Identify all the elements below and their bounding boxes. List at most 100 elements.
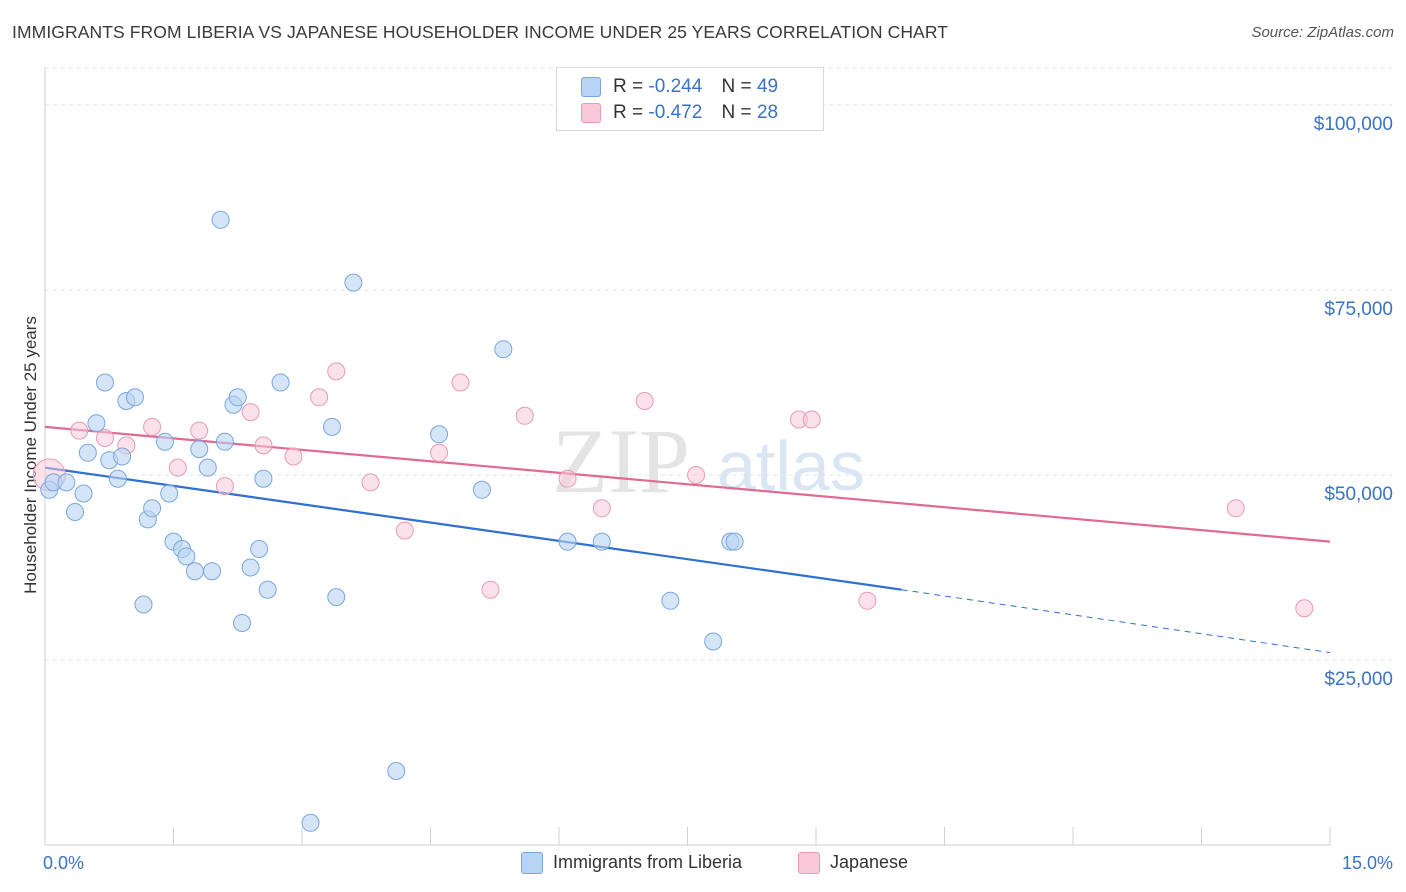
point-japanese bbox=[254, 436, 273, 455]
point-liberia bbox=[271, 373, 290, 392]
point-liberia bbox=[725, 532, 744, 551]
point-liberia bbox=[160, 484, 179, 503]
watermark-zip: ZIP bbox=[552, 410, 690, 512]
point-liberia bbox=[327, 588, 346, 607]
point-liberia bbox=[143, 499, 162, 518]
legend-swatch-japanese bbox=[581, 102, 601, 123]
legend-swatch-liberia bbox=[581, 76, 601, 97]
point-japanese bbox=[284, 447, 303, 466]
point-japanese bbox=[481, 580, 500, 599]
x-tick-label-max: 15.0% bbox=[1342, 853, 1393, 873]
chart-title: IMMIGRANTS FROM LIBERIA VS JAPANESE HOUS… bbox=[12, 22, 949, 42]
point-japanese bbox=[1226, 499, 1245, 518]
point-liberia bbox=[322, 417, 341, 436]
point-liberia bbox=[228, 388, 247, 407]
series-label-japanese: Japanese bbox=[830, 852, 909, 872]
trend-line-liberia-extension bbox=[901, 589, 1331, 654]
point-liberia bbox=[254, 469, 273, 488]
trend-line-liberia bbox=[44, 466, 902, 591]
legend-r-value: -0.244 bbox=[648, 76, 703, 97]
watermark-atlas: atlas bbox=[717, 427, 865, 505]
source-credit: Source: ZipAtlas.com bbox=[1251, 24, 1394, 41]
point-liberia bbox=[430, 425, 449, 444]
x-tick-label-min: 0.0% bbox=[43, 853, 84, 873]
legend-n-value: 28 bbox=[756, 102, 779, 123]
y-tick-label: $50,000 bbox=[1324, 484, 1393, 505]
point-liberia bbox=[250, 540, 269, 558]
legend-row-japanese: R = -0.472 N = 28 bbox=[581, 102, 778, 126]
y-tick-label: $100,000 bbox=[1314, 114, 1393, 135]
point-japanese bbox=[241, 403, 260, 422]
point-liberia bbox=[494, 340, 513, 359]
point-liberia bbox=[301, 813, 320, 832]
watermark: ZIP atlas bbox=[552, 410, 865, 512]
point-japanese bbox=[451, 373, 470, 392]
point-liberia bbox=[661, 591, 680, 610]
data-points bbox=[32, 210, 1314, 832]
point-liberia bbox=[95, 373, 114, 392]
point-liberia bbox=[177, 547, 196, 566]
point-japanese bbox=[858, 591, 877, 610]
point-japanese bbox=[361, 473, 380, 492]
point-liberia bbox=[87, 414, 106, 433]
y-tick-label: $25,000 bbox=[1324, 669, 1393, 690]
point-liberia bbox=[65, 503, 84, 521]
axes bbox=[44, 68, 1331, 846]
legend-n-label: N = bbox=[721, 76, 752, 97]
point-liberia bbox=[387, 762, 406, 780]
point-japanese bbox=[430, 443, 449, 462]
point-liberia bbox=[592, 532, 611, 551]
series-legend-liberia: Immigrants from Liberia bbox=[521, 852, 743, 875]
point-liberia bbox=[558, 532, 577, 551]
point-liberia bbox=[155, 432, 174, 451]
series-legend-japanese: Japanese bbox=[798, 852, 909, 875]
point-liberia bbox=[108, 469, 127, 488]
point-japanese bbox=[70, 421, 89, 440]
legend-r-label: R = bbox=[613, 76, 644, 97]
point-japanese bbox=[802, 410, 821, 429]
point-japanese bbox=[327, 362, 346, 381]
point-liberia bbox=[472, 480, 491, 499]
legend-r-value: -0.472 bbox=[648, 102, 703, 123]
legend-r-label: R = bbox=[613, 102, 644, 123]
point-liberia bbox=[185, 562, 204, 581]
series-legend: Immigrants from Liberia Japanese bbox=[0, 852, 1406, 878]
point-liberia bbox=[258, 580, 277, 599]
legend-n-value: 49 bbox=[756, 76, 779, 97]
point-liberia bbox=[704, 632, 723, 651]
point-japanese bbox=[1295, 599, 1314, 618]
series-swatch-liberia bbox=[521, 852, 543, 875]
point-liberia bbox=[113, 447, 132, 466]
series-label-liberia: Immigrants from Liberia bbox=[553, 852, 743, 872]
stats-legend: R = -0.244 N = 49 R = -0.472 N = 28 bbox=[556, 67, 824, 131]
point-liberia bbox=[57, 473, 76, 492]
point-japanese bbox=[635, 392, 654, 410]
y-tick-label: $75,000 bbox=[1324, 299, 1393, 320]
point-liberia bbox=[190, 440, 209, 459]
point-japanese bbox=[190, 421, 209, 440]
point-liberia bbox=[211, 210, 230, 229]
point-japanese bbox=[168, 458, 187, 477]
point-liberia bbox=[74, 484, 93, 503]
point-japanese bbox=[687, 466, 706, 484]
point-japanese bbox=[95, 429, 114, 447]
point-japanese bbox=[310, 388, 329, 407]
point-liberia bbox=[134, 595, 153, 614]
point-japanese bbox=[558, 469, 577, 488]
series-swatch-japanese bbox=[798, 852, 820, 875]
point-liberia bbox=[233, 614, 252, 632]
point-japanese bbox=[143, 417, 162, 436]
point-japanese bbox=[592, 499, 611, 518]
point-liberia bbox=[215, 432, 234, 451]
point-liberia bbox=[78, 443, 97, 462]
tick-labels: $25,000 $50,000 $75,000 $100,000 0.0% 15.0% bbox=[43, 114, 1393, 873]
point-japanese bbox=[215, 477, 234, 496]
legend-row-liberia: R = -0.244 N = 49 bbox=[581, 76, 778, 100]
point-japanese bbox=[395, 521, 414, 540]
point-liberia bbox=[203, 562, 222, 581]
legend-n-label: N = bbox=[721, 102, 752, 123]
point-liberia bbox=[198, 458, 217, 477]
point-japanese bbox=[515, 406, 534, 425]
point-liberia bbox=[344, 273, 363, 292]
